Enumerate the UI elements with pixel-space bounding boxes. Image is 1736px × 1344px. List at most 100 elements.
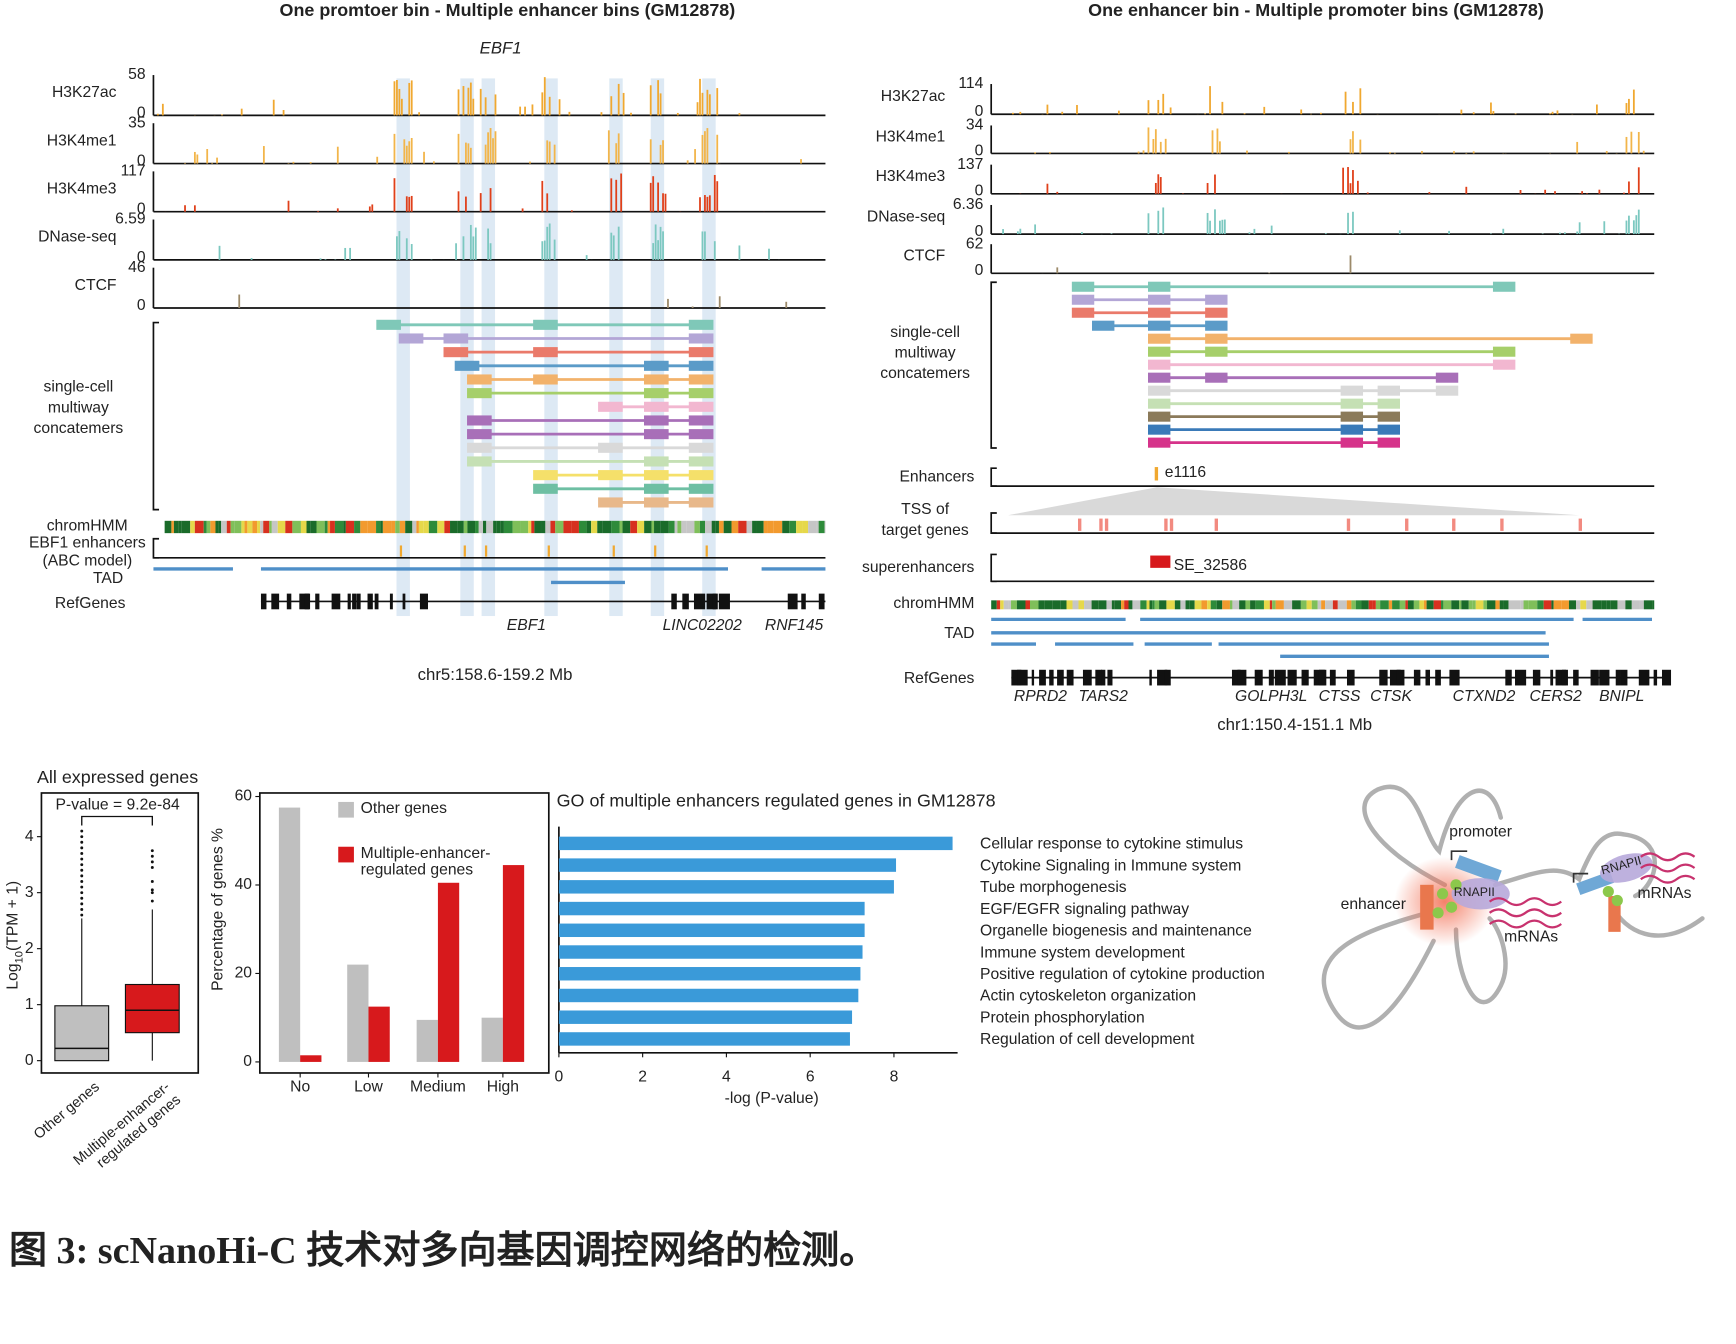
region-label: chr1:150.4-151.1 Mb	[1217, 715, 1372, 734]
chromhmm-state	[767, 520, 774, 534]
chromhmm-state	[637, 520, 645, 534]
concatemer-segment	[644, 456, 669, 467]
exon	[1268, 669, 1274, 686]
exon	[718, 593, 730, 610]
bar	[368, 1006, 390, 1062]
diagram-shapes	[1394, 850, 1696, 947]
chromhmm-state	[1399, 600, 1406, 610]
chromhmm-state	[1580, 600, 1587, 610]
track-label: DNase-seq	[38, 229, 116, 246]
track-max: 114	[958, 75, 983, 92]
chromhmm-state	[1038, 600, 1045, 610]
track-min: 0	[137, 104, 146, 121]
gene-name: TARS2	[1079, 688, 1129, 705]
outlier	[150, 854, 154, 858]
tss-mark	[1346, 518, 1351, 531]
chromhmm-state	[1174, 600, 1181, 610]
concatemer-segment	[1071, 307, 1095, 318]
chromhmm-state	[630, 520, 638, 534]
chromhmm-state	[437, 520, 445, 534]
concatemer-segment	[1377, 424, 1400, 435]
chromhmm-state	[818, 520, 825, 534]
x-tick-label: 2	[638, 1069, 647, 1086]
chromhmm-state	[1222, 600, 1230, 610]
chromhmm-state	[1639, 600, 1644, 610]
chromhmm-state	[611, 520, 620, 534]
concatemer-segment	[1148, 359, 1171, 370]
chromhmm-state	[252, 520, 258, 534]
chromhmm-state	[782, 520, 790, 534]
category-label: Organelle biogenesis and maintenance	[980, 923, 1252, 940]
outlier	[150, 860, 154, 864]
chromhmm-state	[1128, 600, 1133, 610]
exon	[1274, 669, 1286, 686]
concatemer-segment	[1492, 281, 1516, 292]
legend-swatch	[338, 801, 354, 818]
exon	[1561, 669, 1568, 686]
legend-label: Multiple-enhancer-regulated genes	[360, 844, 491, 879]
y-tick-label: 0	[25, 1052, 34, 1069]
chromhmm-state	[486, 520, 494, 534]
exon	[801, 593, 806, 610]
chromhmm-state	[808, 520, 817, 534]
chromhmm-state	[1269, 600, 1273, 610]
track-max: 6.59	[115, 211, 146, 228]
chromhmm-state	[1503, 600, 1509, 610]
chromhmm-state	[1207, 600, 1211, 610]
chromhmm-state	[550, 520, 556, 534]
concatemer-segment	[1340, 424, 1364, 435]
bar	[558, 901, 865, 916]
chromhmm-state	[718, 520, 724, 534]
concatemer-segment	[644, 429, 669, 440]
chromhmm-state	[1592, 600, 1602, 610]
chromhmm-state	[418, 520, 424, 534]
bar	[558, 988, 859, 1003]
factor	[1432, 907, 1444, 919]
chromhmm-state	[1311, 600, 1318, 610]
bar	[558, 923, 865, 938]
exon	[1379, 669, 1388, 686]
tss-mark	[1500, 518, 1504, 531]
outlier	[80, 868, 84, 872]
concatemer-segment	[644, 388, 669, 399]
chromatin-fiber	[1321, 910, 1436, 1030]
category-label: Positive regulation of cytokine producti…	[980, 966, 1265, 983]
exon	[374, 593, 379, 610]
chromhmm-state	[1210, 600, 1217, 610]
chromhmm-state	[1451, 600, 1460, 610]
concatemer-segment	[598, 442, 623, 453]
chromhmm-state	[1011, 600, 1017, 610]
enhancer-name: e1116	[1165, 464, 1207, 481]
promoter-block	[1455, 855, 1502, 884]
chromhmm-state	[1146, 600, 1150, 610]
concatemer-segment	[688, 333, 714, 344]
concatemer-segment	[533, 483, 558, 494]
chromhmm-state	[1610, 600, 1618, 610]
x-tick-label: Medium	[410, 1079, 466, 1096]
outlier	[80, 857, 84, 861]
chromhmm-state	[1025, 600, 1030, 610]
chromhmm-state	[1355, 600, 1362, 610]
concatemer-segment	[644, 401, 669, 412]
chromhmm-state	[1523, 600, 1529, 610]
chromhmm-state	[541, 520, 546, 534]
track-min: 0	[137, 249, 146, 266]
concatemer-segment	[688, 456, 714, 467]
concatemer-segment	[688, 483, 714, 494]
concatemer-segment	[467, 456, 492, 467]
track-label: RefGenes	[904, 670, 975, 687]
outlier	[80, 840, 84, 844]
exon	[402, 593, 406, 610]
exon	[1550, 669, 1554, 686]
tss-arrow	[1572, 872, 1589, 883]
bar	[502, 865, 525, 1062]
exon	[1237, 669, 1247, 686]
chromhmm-state	[343, 520, 346, 534]
track-max: 6.36	[953, 196, 984, 213]
enhancer-mark	[1154, 467, 1159, 481]
chromhmm-state	[674, 520, 678, 534]
bar	[558, 858, 897, 872]
chromhmm-state	[405, 520, 413, 534]
exon	[1573, 669, 1579, 686]
chromhmm-state	[1152, 600, 1155, 610]
